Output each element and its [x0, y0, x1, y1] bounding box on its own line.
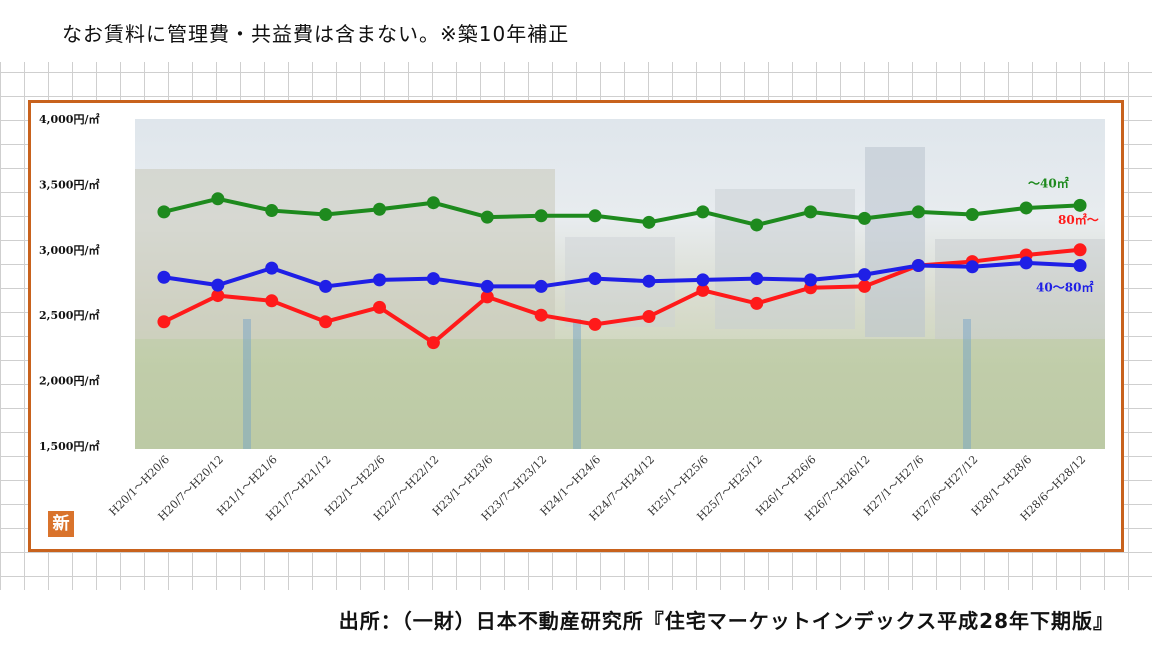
- data-point: [588, 272, 602, 286]
- y-tick-label: 2,000円/㎡: [39, 374, 99, 388]
- data-point: [426, 196, 440, 210]
- data-point: [696, 283, 710, 297]
- y-tick-label: 3,500円/㎡: [39, 177, 99, 191]
- data-point: [642, 310, 656, 324]
- data-point: [642, 274, 656, 288]
- data-point: [696, 205, 710, 219]
- chart-note: なお賃料に管理費・共益費は含まない。※築10年補正: [0, 0, 1152, 62]
- data-point: [373, 273, 386, 287]
- series-label: 80㎡～: [1058, 212, 1099, 227]
- data-point: [750, 272, 764, 286]
- series-line: [163, 247, 1081, 345]
- data-point: [426, 336, 440, 350]
- data-point: [319, 315, 333, 329]
- data-point: [1019, 201, 1033, 215]
- data-point: [1073, 198, 1087, 212]
- data-point: [211, 278, 225, 292]
- data-point: [750, 218, 764, 232]
- y-tick-label: 4,000円/㎡: [39, 112, 99, 126]
- data-point: [157, 270, 171, 284]
- logo-badge: 新: [48, 511, 74, 537]
- data-point: [480, 290, 494, 304]
- data-point: [211, 289, 225, 303]
- data-point: [911, 258, 925, 272]
- data-point: [642, 215, 656, 229]
- data-point: [157, 205, 171, 219]
- source-citation: 出所：（一財）日本不動産研究所『住宅マーケットインデックス平成28年下期版』: [338, 609, 1114, 633]
- data-point: [480, 279, 494, 293]
- data-point: [1019, 256, 1033, 270]
- data-point: [534, 209, 548, 223]
- data-point: [1073, 258, 1087, 272]
- data-point: [534, 308, 548, 322]
- data-point: [426, 272, 440, 286]
- data-point: [965, 260, 979, 274]
- series-label: 40～80㎡: [1036, 279, 1093, 294]
- chart-frame: 1,500円/㎡ 2,000円/㎡ 2,500円/㎡ 3,000円/㎡ 3,500円/㎡…: [28, 100, 1124, 552]
- series-label: ～40㎡: [1028, 175, 1069, 190]
- data-point: [911, 205, 925, 219]
- data-point: [804, 205, 818, 219]
- data-point: [319, 279, 333, 293]
- data-point: [480, 210, 494, 224]
- data-point: [157, 315, 171, 329]
- data-point: [965, 207, 979, 221]
- data-point: [588, 209, 602, 223]
- data-point: [858, 279, 871, 293]
- y-tick-label: 2,500円/㎡: [39, 308, 99, 322]
- data-point: [750, 296, 764, 310]
- data-point: [265, 261, 279, 275]
- data-point: [1073, 243, 1087, 257]
- data-point: [265, 294, 279, 308]
- data-point: [534, 279, 548, 293]
- data-point: [858, 211, 871, 225]
- series-line: [163, 260, 1081, 289]
- data-point: [373, 202, 386, 216]
- data-point: [319, 207, 333, 221]
- line-chart: 1,500円/㎡ 2,000円/㎡ 2,500円/㎡ 3,000円/㎡ 3,500円/㎡…: [39, 112, 1099, 523]
- y-tick-label: 1,500円/㎡: [39, 439, 99, 453]
- data-point: [696, 273, 710, 287]
- data-point: [804, 273, 818, 287]
- data-point: [858, 268, 871, 282]
- data-point: [265, 204, 279, 218]
- series-line: [163, 196, 1081, 227]
- data-point: [211, 192, 225, 206]
- y-tick-label: 3,000円/㎡: [39, 243, 99, 257]
- data-point: [588, 317, 602, 331]
- data-point: [373, 300, 386, 314]
